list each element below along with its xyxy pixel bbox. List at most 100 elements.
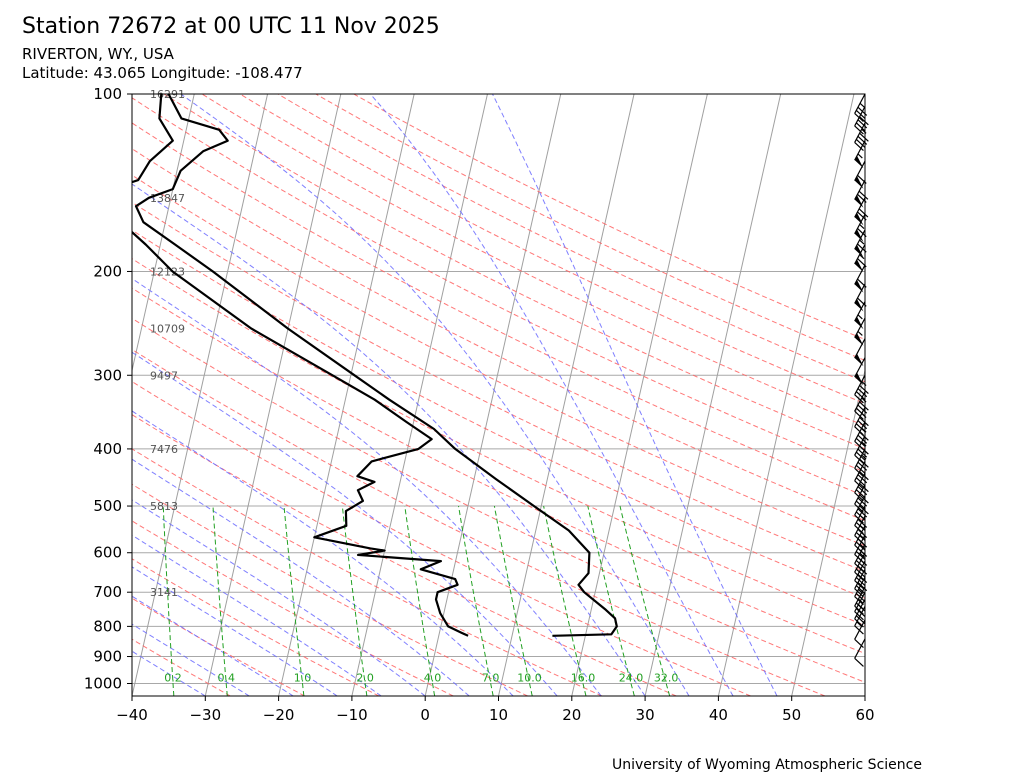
mixing-ratio-line: [212, 505, 228, 696]
isotherm-lines: [0, 94, 865, 696]
x-tick-label: 40: [709, 706, 728, 724]
station-location: Latitude: 43.065 Longitude: -108.477: [22, 64, 303, 82]
mixing-ratio-label: 32.0: [654, 672, 679, 685]
height-label: 10709: [150, 323, 185, 336]
x-tick-label: 60: [855, 706, 874, 724]
y-tick-label: 800: [93, 617, 122, 635]
isotherm-line: [571, 94, 708, 696]
isotherm-line: [424, 94, 562, 696]
dry-adiabat-line: [132, 229, 865, 599]
moist-adiabat-line: [180, 94, 690, 696]
temperature-profile: [134, 94, 618, 637]
isotherm-line: [0, 94, 121, 696]
dry-adiabat-line: [132, 148, 865, 522]
dry-adiabat-line: [353, 94, 865, 341]
height-label: 7476: [150, 443, 178, 456]
mixing-ratio-line: [341, 505, 368, 696]
mixing-ratio-line: [404, 505, 436, 696]
y-tick-label: 700: [93, 583, 122, 601]
moist-adiabat-line: [132, 623, 250, 696]
isobar-gridlines: [132, 94, 865, 685]
wind-barb: [854, 122, 869, 152]
isotherm-line: [498, 94, 635, 696]
y-tick-label: 200: [93, 262, 122, 280]
sounding-profiles: [132, 94, 618, 637]
dry-adiabat-line: [132, 520, 454, 696]
moist-adiabat-line: [132, 183, 646, 696]
dry-adiabat-line: [132, 558, 380, 696]
wind-barb: [854, 264, 867, 293]
station-name: RIVERTON, WY., USA: [22, 45, 174, 63]
mixing-ratio-label: 1.0: [294, 672, 312, 685]
isotherm-line: [204, 94, 342, 696]
dry-adiabat-line: [315, 94, 865, 361]
wind-barb: [854, 374, 869, 404]
x-tick-label: 10: [489, 706, 508, 724]
mixing-ratio-line: [458, 505, 494, 696]
moist-adiabat-line: [132, 534, 382, 696]
x-tick-label: 50: [782, 706, 801, 724]
y-tick-label: 600: [93, 544, 122, 562]
dry-adiabat-line: [132, 258, 865, 627]
isotherm-line: [644, 94, 782, 696]
wind-barb: [854, 106, 869, 135]
wind-barb: [854, 599, 866, 628]
x-tick-label: 20: [562, 706, 581, 724]
plot-frame: [131, 93, 866, 697]
wind-barbs: [854, 93, 869, 667]
wind-barb: [854, 317, 866, 346]
wind-barb: [854, 283, 867, 312]
height-label: 5813: [150, 500, 178, 513]
moist-adiabat-line: [132, 458, 470, 696]
isotherm-line: [717, 94, 855, 696]
wind-barb: [854, 484, 869, 513]
x-axis: −40 −30 −20 −10 0 10 20 30 40 50 60: [116, 696, 875, 724]
wind-barb: [854, 619, 866, 648]
dry-adiabat-line: [132, 638, 231, 696]
mixing-ratio-label: 10.0: [517, 672, 542, 685]
y-tick-label: 500: [93, 497, 122, 515]
dewpoint-profile: [132, 94, 469, 637]
wind-barb: [854, 638, 866, 667]
y-axis: 100 200 300 400 500 600 700 800 900 1000: [84, 85, 132, 693]
dry-adiabat-line: [163, 94, 865, 450]
isotherm-line: [864, 693, 865, 696]
mixing-ratio-line: [283, 505, 305, 696]
y-tick-label: 100: [93, 85, 122, 103]
dry-adiabat-line: [132, 448, 603, 696]
wind-barb: [854, 461, 869, 490]
wind-barb: [854, 560, 868, 590]
wind-barb: [854, 435, 869, 464]
dry-adiabat-line: [132, 287, 865, 655]
moist-adiabat-line: [132, 499, 426, 696]
moist-adiabat-line: [369, 94, 734, 696]
isotherm-line: [278, 94, 415, 696]
dry-adiabat-line: [132, 317, 865, 683]
x-tick-label: 30: [636, 706, 655, 724]
isotherm-line: [132, 94, 195, 373]
x-tick-label: −20: [263, 706, 295, 724]
dry-adiabat-line: [132, 380, 751, 696]
mixing-ratio-label: 4.0: [424, 672, 442, 685]
y-tick-label: 300: [93, 366, 122, 384]
mixing-ratio-line: [543, 505, 587, 696]
moist-adiabat-line: [492, 94, 778, 696]
height-label: 13847: [150, 192, 185, 205]
x-tick-label: −30: [189, 706, 221, 724]
x-tick-label: −40: [116, 706, 148, 724]
dry-adiabat-line: [132, 348, 826, 696]
isotherm-line: [0, 94, 48, 696]
dry-adiabat-line: [201, 94, 865, 427]
wind-barb: [854, 93, 868, 123]
y-tick-label: 900: [93, 648, 122, 666]
wind-barb: [854, 391, 869, 420]
mixing-ratio-label: 0.4: [217, 672, 235, 685]
dry-adiabat-line: [132, 122, 865, 497]
dry-adiabat-line: [132, 201, 865, 573]
y-tick-label: 400: [93, 440, 122, 458]
dry-adiabat-line: [132, 483, 528, 696]
wind-barb: [854, 244, 867, 273]
y-tick-label: 1000: [84, 675, 122, 693]
mixing-ratio-line: [493, 505, 533, 696]
